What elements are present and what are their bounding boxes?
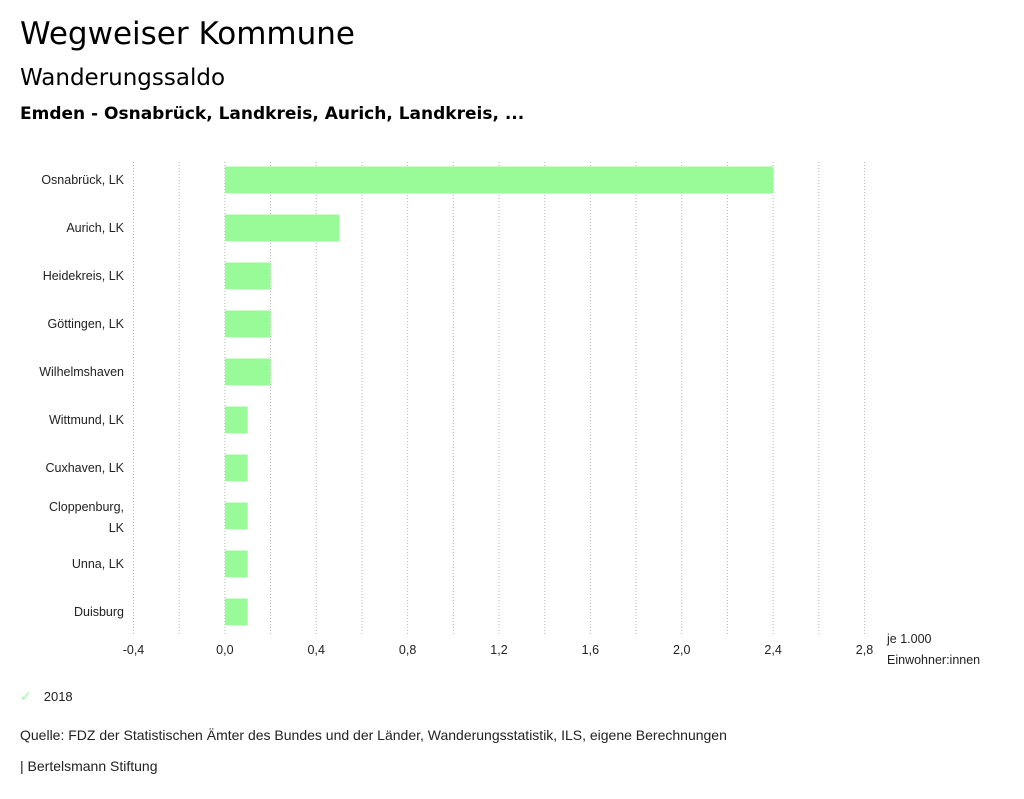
bar	[224, 310, 271, 338]
bar	[224, 550, 248, 578]
x-tick-label: 1,2	[490, 643, 507, 657]
bar	[224, 454, 248, 482]
category-label: Cloppenburg, LK	[49, 500, 125, 535]
x-tick-label: 0,8	[399, 643, 416, 657]
category-label: Göttingen, LK	[48, 317, 125, 331]
legend[interactable]: ✓ 2018	[20, 688, 73, 705]
bar	[224, 166, 774, 194]
bar	[224, 502, 248, 530]
check-icon: ✓	[20, 688, 32, 704]
x-tick-label: 0,0	[216, 643, 233, 657]
brand-note: | Bertelsmann Stiftung	[20, 758, 158, 774]
x-tick-label: 2,4	[764, 643, 781, 657]
source-note: Quelle: FDZ der Statistischen Ämter des …	[20, 727, 727, 743]
x-tick-label: -0,4	[123, 643, 145, 657]
category-label: Aurich, LK	[66, 221, 124, 235]
bar	[224, 406, 248, 434]
category-label: Cuxhaven, LK	[45, 461, 124, 475]
category-label: Unna, LK	[72, 557, 125, 571]
legend-label: 2018	[43, 689, 73, 704]
x-tick-label: 0,4	[308, 643, 325, 657]
category-label: Wittmund, LK	[49, 413, 125, 427]
x-tick-label: 1,6	[582, 643, 599, 657]
bar	[224, 358, 271, 386]
category-label: Wilhelmshaven	[39, 365, 124, 379]
page-title: Wegweiser Kommune	[20, 16, 355, 52]
bar-chart: Osnabrück, LK Aurich, LK Heidekreis, LK Göt…	[39, 162, 980, 667]
category-label: Osnabrück, LK	[41, 173, 124, 187]
chart-subtitle: Wanderungssaldo	[20, 65, 226, 91]
bar	[224, 214, 340, 242]
region-selection[interactable]: Emden - Osnabrück, Landkreis, Aurich, La…	[20, 104, 525, 124]
category-label: Heidekreis, LK	[43, 269, 125, 283]
x-tick-label: 2,0	[673, 643, 690, 657]
bar	[224, 598, 248, 626]
x-tick-label: 2,8	[856, 643, 873, 657]
x-axis-label: je 1.000	[886, 632, 932, 646]
x-axis-label: Einwohner:innen	[887, 653, 980, 667]
bar	[224, 262, 271, 290]
category-label: Duisburg	[74, 605, 124, 619]
